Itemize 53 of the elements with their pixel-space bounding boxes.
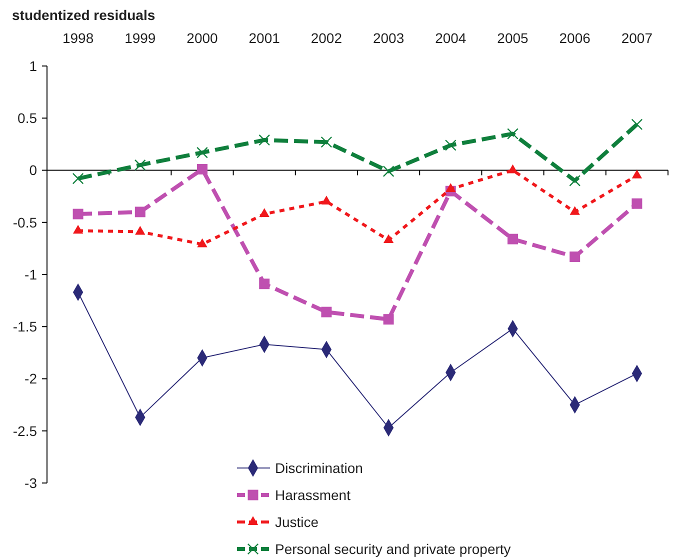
- legend-label: Personal security and private property: [275, 540, 511, 557]
- y-tick-label: 0: [29, 162, 38, 178]
- x-tick-label: 2004: [435, 30, 466, 46]
- y-tick-label: -1: [24, 266, 38, 282]
- point: [72, 224, 84, 234]
- point: [632, 198, 642, 209]
- x-tick-label: 2007: [621, 30, 653, 46]
- x-tick-label: 2002: [310, 30, 342, 46]
- point: [197, 238, 208, 248]
- point: [72, 208, 84, 220]
- x-tick-label: 2006: [559, 30, 591, 46]
- x-tick-label: 2000: [186, 30, 218, 46]
- point: [135, 226, 146, 235]
- point: [570, 206, 580, 215]
- legend-label: Discrimination: [275, 460, 363, 476]
- legend-label: Justice: [275, 514, 319, 530]
- point: [197, 164, 208, 174]
- point: [134, 206, 146, 218]
- point: [383, 314, 394, 325]
- point: [320, 136, 332, 148]
- point: [321, 306, 332, 318]
- y-tick-label: -2: [24, 370, 38, 387]
- point: [631, 118, 643, 130]
- point: [444, 140, 456, 151]
- x-tick-label: 1999: [124, 30, 156, 46]
- point: [382, 166, 394, 178]
- point: [134, 159, 146, 171]
- y-tick-label: -1.5: [12, 318, 38, 335]
- point: [259, 278, 270, 290]
- y-tick-label: 1: [29, 58, 38, 74]
- point: [446, 183, 456, 192]
- point: [632, 170, 642, 178]
- point: [72, 172, 84, 184]
- y-tick-label: -0.5: [12, 214, 38, 230]
- x-tick-label: 2001: [248, 30, 280, 46]
- point: [258, 134, 270, 146]
- y-tick-label: 0.5: [18, 110, 38, 126]
- point: [383, 234, 394, 244]
- x-tick-label: 1998: [62, 30, 94, 46]
- y-tick-label: -2.5: [12, 422, 38, 439]
- point: [570, 252, 580, 262]
- point: [508, 234, 518, 244]
- y-axis-title: studentized residuals: [12, 7, 156, 23]
- x-tick-label: 2003: [372, 30, 404, 46]
- point: [321, 196, 332, 204]
- x-tick-label: 2005: [497, 30, 529, 46]
- point: [508, 164, 518, 174]
- legend-label: Harassment: [275, 486, 351, 503]
- point: [507, 128, 518, 140]
- y-tick-label: -3: [24, 474, 38, 491]
- point: [569, 174, 581, 186]
- point: [259, 208, 270, 217]
- point: [196, 146, 208, 158]
